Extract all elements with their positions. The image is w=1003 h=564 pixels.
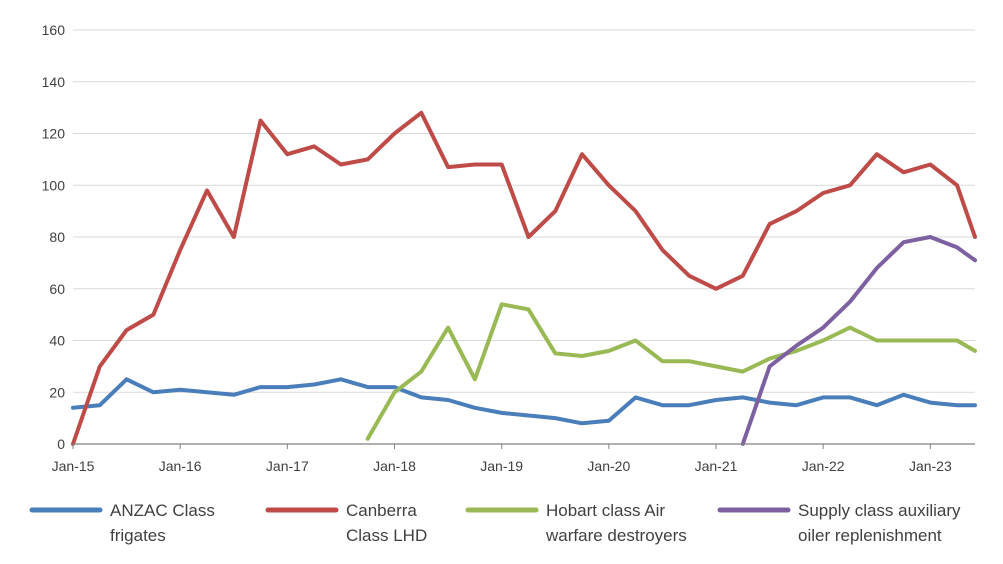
legend-label: ANZAC Class [110, 501, 215, 520]
series-line-2 [71, 110, 977, 446]
x-tick-label: Jan-16 [159, 458, 202, 474]
y-tick-label: 40 [49, 333, 65, 349]
legend-label: Hobart class Air [546, 501, 665, 520]
legend-item-4: Supply class auxiliary oiler replenishmen… [717, 501, 961, 545]
legend-item-1: ANZAC Class frigates [29, 501, 215, 545]
x-tick-label: Jan-18 [373, 458, 416, 474]
legend: ANZAC Class frigates Canberra Class LHD Hoba… [29, 501, 961, 545]
y-tick-label: 120 [42, 126, 66, 142]
legend-label: Class LHD [346, 526, 427, 545]
y-tick-label: 0 [57, 436, 65, 452]
legend-label: warfare destroyers [545, 526, 687, 545]
legend-label: Supply class auxiliary [798, 501, 961, 520]
series-lines [71, 110, 977, 446]
y-tick-label: 140 [42, 74, 66, 90]
y-tick-label: 20 [49, 384, 65, 400]
legend-item-3: Hobart class Air warfare destroyers [465, 501, 687, 545]
x-tick-label: Jan-20 [587, 458, 630, 474]
legend-label: Canberra [346, 501, 417, 520]
x-tick-label: Jan-22 [802, 458, 845, 474]
x-tick-label: Jan-17 [266, 458, 309, 474]
x-tick-label: Jan-15 [52, 458, 95, 474]
series-line-4 [740, 235, 977, 446]
x-axis: Jan-15 Jan-16 Jan-17 Jan-18 Jan-19 Jan-20 Jan-… [52, 443, 975, 474]
legend-label: oiler replenishment [798, 526, 942, 545]
legend-label: frigates [110, 526, 166, 545]
x-tick-label: Jan-23 [909, 458, 952, 474]
x-tick-label: Jan-19 [480, 458, 523, 474]
series-line-1 [71, 377, 977, 426]
y-tick-label: 100 [42, 177, 66, 193]
x-tick-label: Jan-21 [695, 458, 738, 474]
series-line-3 [365, 302, 977, 441]
y-tick-label: 60 [49, 281, 65, 297]
legend-item-2: Canberra Class LHD [265, 501, 427, 545]
y-axis: 0 20 40 60 80 100 120 140 160 [42, 22, 66, 452]
y-tick-label: 80 [49, 229, 65, 245]
gridlines [73, 29, 975, 393]
y-tick-label: 160 [42, 22, 66, 38]
